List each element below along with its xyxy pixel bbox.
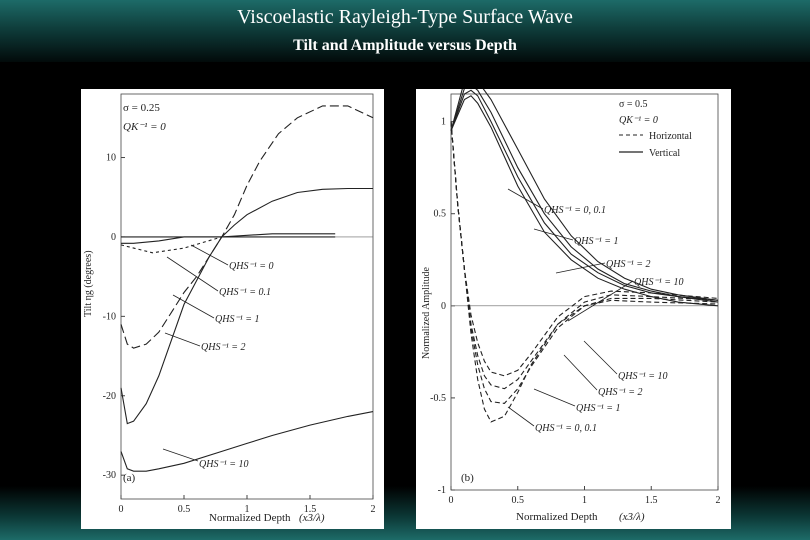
series-line bbox=[121, 233, 336, 244]
y-tick-label: -10 bbox=[103, 311, 116, 322]
x-tick-label: 2 bbox=[371, 504, 376, 515]
x-axis-label-math: (x3/λ) bbox=[619, 511, 645, 523]
legend-entry: QK⁻¹ = 0 bbox=[619, 115, 658, 126]
series-line bbox=[450, 121, 719, 377]
y-tick-label: -1 bbox=[438, 485, 446, 496]
leader-line bbox=[507, 406, 535, 427]
series-line bbox=[120, 105, 374, 349]
curve-label: QHS⁻¹ = 0, 0.1 bbox=[535, 423, 597, 434]
tilt-chart: 0 0.5 1 1.5 2 10 0 -10 -20 -30 Normalized Depth (… bbox=[83, 93, 376, 524]
y-tick-label: 0 bbox=[111, 232, 116, 243]
legend-entry: Horizontal bbox=[649, 131, 692, 142]
leader-line bbox=[563, 354, 598, 391]
legend-entry: σ = 0.5 bbox=[619, 99, 648, 110]
curve-label: QHS⁻¹ = 1 bbox=[576, 403, 620, 414]
legend-entry: QK⁻¹ = 0 bbox=[123, 121, 166, 133]
curve-label: QHS⁻¹ = 1 bbox=[215, 314, 259, 325]
curve-label: QHS⁻¹ = 2 bbox=[598, 387, 642, 398]
y-tick-label: -0.5 bbox=[430, 393, 446, 404]
slide-title: Viscoelastic Rayleigh-Type Surface Wave bbox=[237, 6, 573, 28]
curve-label: QHS⁻¹ = 1 bbox=[574, 236, 618, 247]
x-axis-label: Normalized Depth bbox=[516, 511, 598, 523]
leader-line bbox=[567, 280, 634, 322]
x-axis-label: Normalized Depth bbox=[209, 512, 291, 524]
curve-label: QHS⁻¹ = 2 bbox=[606, 259, 650, 270]
y-tick-label: -20 bbox=[103, 391, 116, 402]
leader-line bbox=[583, 340, 618, 375]
leader-line bbox=[555, 262, 606, 274]
x-tick-label: 1 bbox=[582, 495, 587, 506]
curve-label: QHS⁻¹ = 2 bbox=[201, 342, 245, 353]
leader-line bbox=[533, 228, 574, 241]
x-tick-label: 2 bbox=[716, 495, 721, 506]
curve-label: QHS⁻¹ = 10 bbox=[199, 459, 248, 470]
x-tick-label: 1 bbox=[245, 504, 250, 515]
y-axis-label: Tilt ηg (degrees) bbox=[83, 250, 94, 317]
leader-line bbox=[507, 188, 544, 210]
y-tick-label: 0 bbox=[441, 301, 446, 312]
legend-entry: σ = 0.25 bbox=[123, 102, 160, 114]
x-axis-label-math: (x3/λ) bbox=[299, 512, 325, 524]
tilt-chart-panel: 0 0.5 1 1.5 2 10 0 -10 -20 -30 Normalized Depth (… bbox=[81, 89, 384, 529]
leader-line bbox=[172, 294, 215, 319]
legend-entry: Vertical bbox=[649, 148, 680, 159]
x-tick-label: 0.5 bbox=[512, 495, 525, 506]
series-line bbox=[120, 236, 222, 254]
leader-line bbox=[164, 332, 201, 347]
y-axis-label: Normalized Amplitude bbox=[421, 267, 432, 359]
y-tick-label: 0.5 bbox=[434, 209, 447, 220]
series-line bbox=[450, 121, 719, 390]
curve-label: QHS⁻¹ = 0 bbox=[229, 261, 273, 272]
y-tick-label: 10 bbox=[106, 153, 116, 164]
x-tick-label: 0 bbox=[449, 495, 454, 506]
curve-label: QHS⁻¹ = 0, 0.1 bbox=[544, 205, 606, 216]
curve-label-leaders bbox=[162, 244, 229, 462]
curve-label-leaders bbox=[507, 188, 634, 427]
y-tick-label: -30 bbox=[103, 470, 116, 481]
leader-line bbox=[166, 256, 219, 292]
y-tick-label: 1 bbox=[441, 117, 446, 128]
series-line bbox=[450, 89, 719, 303]
curve-label: QHS⁻¹ = 0.1 bbox=[219, 287, 271, 298]
leader-line bbox=[190, 244, 229, 266]
series-line bbox=[120, 411, 374, 472]
x-tick-label: 1.5 bbox=[304, 504, 317, 515]
panel-label: (a) bbox=[123, 472, 136, 484]
series-line bbox=[450, 95, 719, 307]
amplitude-chart-panel: 0 0.5 1 1.5 2 1 0.5 0 -0.5 -1 Normalized Depth (x… bbox=[416, 74, 731, 529]
title-band bbox=[0, 0, 810, 62]
x-tick-label: 0 bbox=[119, 504, 124, 515]
x-tick-label: 0.5 bbox=[178, 504, 191, 515]
leader-line bbox=[162, 448, 199, 462]
slide-subtitle: Tilt and Amplitude versus Depth bbox=[293, 37, 517, 54]
curve-label: QHS⁻¹ = 10 bbox=[634, 277, 683, 288]
series-line bbox=[120, 187, 373, 425]
amplitude-chart: 0 0.5 1 1.5 2 1 0.5 0 -0.5 -1 Normalized Depth (x… bbox=[421, 74, 721, 523]
series-line bbox=[450, 121, 719, 404]
x-tick-label: 1.5 bbox=[645, 495, 658, 506]
curve-label: QHS⁻¹ = 10 bbox=[618, 371, 667, 382]
panel-label: (b) bbox=[461, 472, 474, 484]
leader-line bbox=[533, 388, 576, 407]
